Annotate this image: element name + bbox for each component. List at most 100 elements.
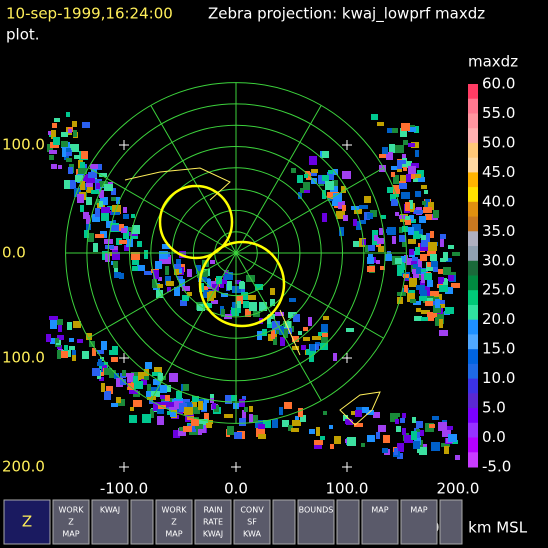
echo [165, 276, 171, 285]
echo [421, 317, 428, 321]
echo [243, 301, 249, 308]
echo [438, 304, 445, 308]
echo [418, 269, 426, 273]
echo [419, 447, 427, 455]
toolbar-icon[interactable] [194, 499, 232, 545]
echo [198, 401, 203, 410]
echo [116, 197, 120, 204]
colorbar-label: 60.0 [482, 75, 515, 93]
echo [438, 422, 447, 431]
echo [133, 376, 138, 385]
echo [447, 426, 453, 430]
echo [395, 145, 404, 153]
echo [258, 434, 266, 439]
echo [332, 200, 341, 206]
colorbar-label: 45.0 [482, 163, 515, 181]
echo [131, 214, 135, 218]
toolbar-icon[interactable] [439, 499, 463, 545]
echo [88, 172, 97, 178]
echo [99, 201, 103, 207]
toolbar-icon[interactable] [361, 499, 399, 545]
echo [372, 230, 378, 239]
toolbar-icon-label: RATE [203, 518, 223, 527]
echo [362, 239, 366, 245]
echo [411, 431, 417, 440]
toolbar-icon[interactable] [336, 499, 360, 545]
echo [353, 241, 359, 247]
echo [204, 420, 213, 424]
toolbar-icon[interactable] [91, 499, 129, 545]
colorbar-swatch [468, 231, 478, 247]
echo [427, 248, 436, 256]
toolbar-icon[interactable] [52, 499, 90, 545]
echo [221, 309, 225, 317]
echo [101, 207, 110, 213]
echo [74, 188, 81, 197]
echo [423, 207, 432, 213]
echo [50, 320, 57, 329]
toolbar-icon[interactable] [400, 499, 438, 545]
echo [397, 261, 405, 270]
echo [438, 300, 445, 304]
echo [334, 436, 341, 444]
echo [288, 425, 293, 431]
colorbar-swatch [468, 378, 478, 394]
echo [153, 402, 160, 411]
echo [284, 402, 292, 409]
echo [411, 261, 417, 265]
echo [426, 233, 430, 242]
echo [127, 373, 134, 382]
echo [425, 214, 432, 220]
echo [74, 155, 80, 159]
echo [139, 381, 143, 389]
echo [279, 407, 283, 415]
echo [97, 350, 104, 354]
echo [387, 187, 393, 193]
echo [361, 407, 369, 413]
toolbar-icon[interactable] [272, 499, 296, 545]
toolbar-icon[interactable] [233, 499, 271, 545]
echo [116, 397, 121, 403]
echo [80, 181, 85, 190]
echo [443, 278, 447, 285]
echo [322, 213, 327, 222]
echo [452, 252, 460, 256]
toolbar-icon[interactable] [297, 499, 335, 545]
echo [270, 299, 275, 306]
y-axis-label: 100.0 [2, 349, 45, 367]
grid-cross [119, 462, 129, 472]
echo [144, 369, 149, 377]
echo [425, 199, 430, 207]
echo [404, 435, 413, 443]
echo [153, 270, 159, 279]
echo [322, 175, 329, 181]
echo [154, 367, 162, 376]
toolbar-icon[interactable] [155, 499, 193, 545]
echo [119, 224, 124, 231]
echo [271, 330, 275, 339]
echo [198, 273, 207, 282]
colorbar-label: -5.0 [482, 458, 511, 476]
toolbar-icon-label: MAP [62, 530, 79, 539]
echo [123, 231, 129, 239]
echo [237, 301, 241, 308]
echo [239, 399, 245, 407]
echo [249, 406, 253, 412]
echo [329, 425, 333, 429]
echo [370, 210, 377, 217]
colorbar-swatch [468, 187, 478, 203]
echo [144, 271, 152, 275]
echo [48, 131, 52, 135]
echo [236, 295, 243, 304]
toolbar-icon[interactable] [3, 499, 51, 545]
echo [413, 271, 420, 278]
colorbar-swatch [468, 305, 478, 321]
echo [428, 242, 437, 251]
echo [183, 384, 189, 391]
echo [309, 429, 315, 434]
colorbar-label: 20.0 [482, 310, 515, 328]
echo [249, 414, 253, 423]
grid-cross [119, 140, 129, 150]
toolbar-icon[interactable] [130, 499, 154, 545]
echo [216, 276, 222, 284]
